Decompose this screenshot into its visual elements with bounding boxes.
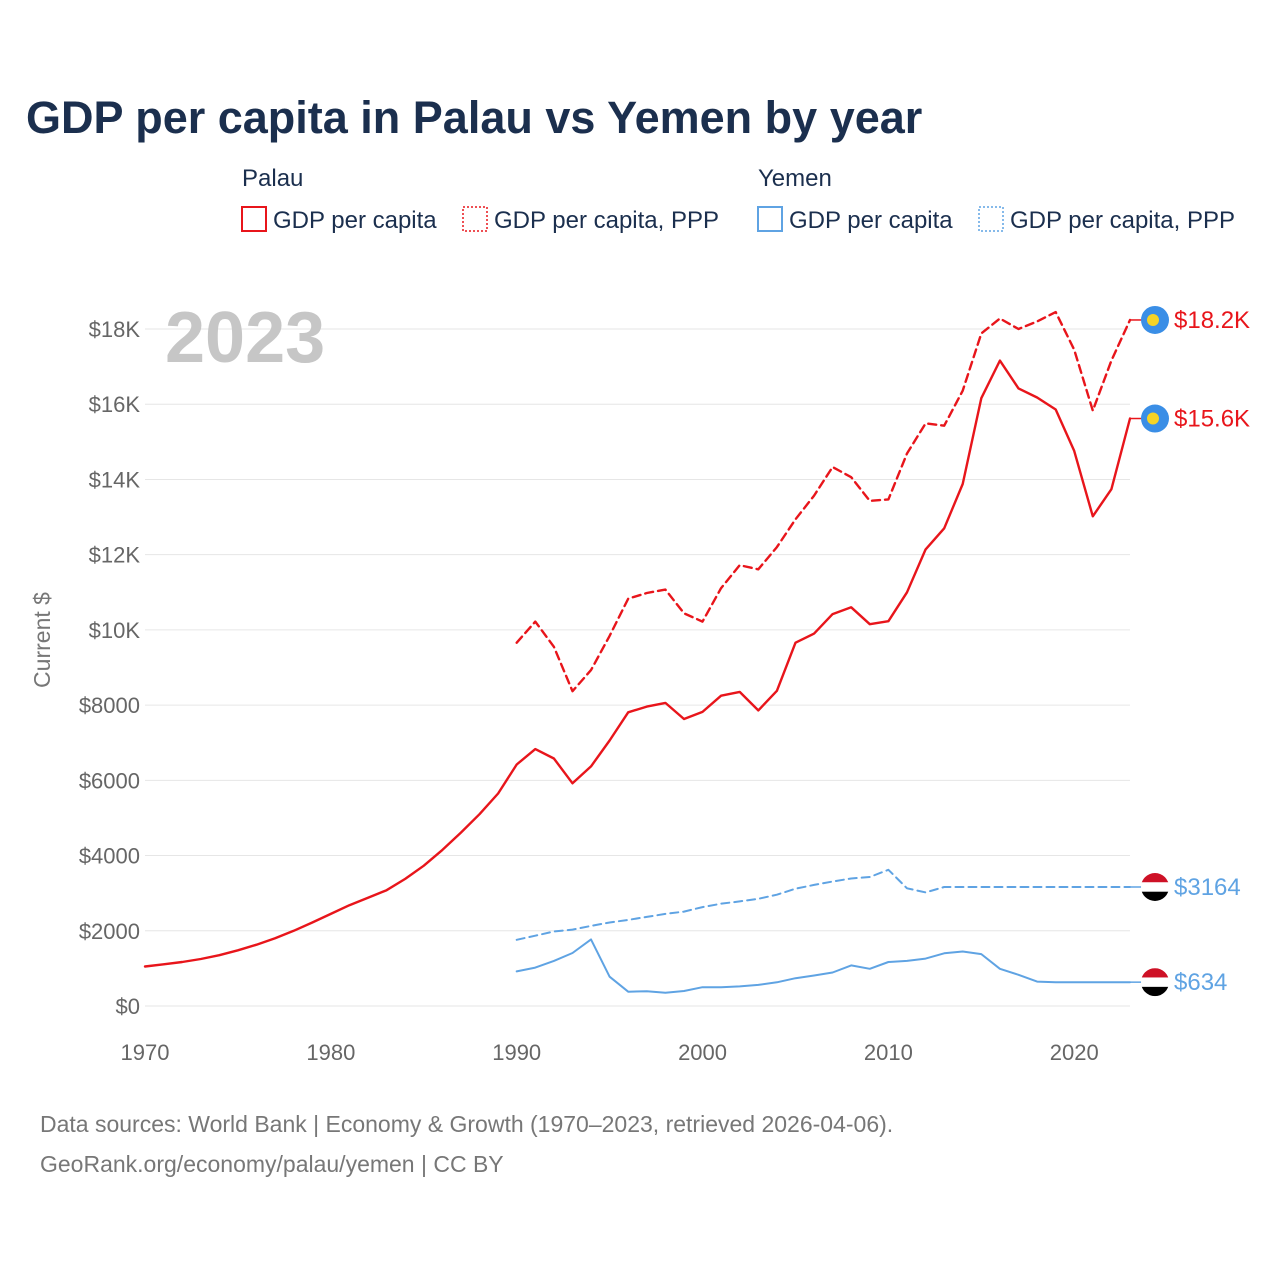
x-tick-label: 2010 bbox=[864, 1040, 913, 1065]
end-markers: $15.6K $18.2K $634 $3164 bbox=[1130, 305, 1250, 997]
palau-flag-icon bbox=[1141, 305, 1169, 334]
series-line[interactable] bbox=[515, 310, 1132, 693]
series-lines bbox=[143, 310, 1132, 994]
series-line[interactable] bbox=[515, 938, 1131, 994]
legend-item-label[interactable]: GDP per capita bbox=[273, 207, 437, 234]
y-tick-label: $14K bbox=[89, 467, 141, 492]
end-value-label: $15.6K bbox=[1174, 406, 1250, 433]
x-tick-label: 1970 bbox=[121, 1040, 170, 1065]
y-tick-label: $18K bbox=[89, 317, 141, 342]
y-axis-label: Current $ bbox=[29, 592, 55, 688]
legend-group-title: Palau bbox=[242, 165, 303, 192]
y-axis-ticks: $0 $2000 $4000 $6000 $8000 $10K $12K $14K $16K $1… bbox=[79, 317, 141, 1019]
end-value-label: $3164 bbox=[1174, 874, 1241, 901]
year-watermark: 2023 bbox=[165, 298, 325, 378]
yemen-flag-icon bbox=[1141, 872, 1169, 901]
x-tick-label: 1980 bbox=[306, 1040, 355, 1065]
legend-item-label[interactable]: GDP per capita, PPP bbox=[1010, 207, 1235, 234]
yemen-flag-icon bbox=[1141, 968, 1169, 997]
x-tick-label: 2000 bbox=[678, 1040, 727, 1065]
series-line[interactable] bbox=[143, 359, 1132, 968]
end-value-label: $634 bbox=[1174, 969, 1227, 996]
y-tick-label: $2000 bbox=[79, 919, 140, 944]
legend-group-title: Yemen bbox=[758, 165, 832, 192]
y-tick-label: $6000 bbox=[79, 768, 140, 793]
legend-swatch[interactable] bbox=[462, 206, 488, 232]
x-axis-ticks: 1970 1980 1990 2000 2010 2020 bbox=[121, 1040, 1099, 1065]
y-tick-label: $8000 bbox=[79, 693, 140, 718]
x-tick-label: 2020 bbox=[1050, 1040, 1099, 1065]
legend-swatch[interactable] bbox=[241, 206, 267, 232]
gridlines bbox=[145, 328, 1130, 1007]
legend-item-label[interactable]: GDP per capita, PPP bbox=[494, 207, 719, 234]
x-tick-label: 1990 bbox=[492, 1040, 541, 1065]
y-tick-label: $10K bbox=[89, 618, 141, 643]
footer-link[interactable]: GeoRank.org/economy/palau/yemen | CC BY bbox=[40, 1151, 504, 1177]
legend-swatch[interactable] bbox=[978, 206, 1004, 232]
y-tick-label: $4000 bbox=[79, 844, 140, 869]
y-tick-label: $12K bbox=[89, 543, 141, 568]
series-line[interactable] bbox=[515, 868, 1131, 941]
legend-item-label[interactable]: GDP per capita bbox=[789, 207, 953, 234]
legend-swatch[interactable] bbox=[757, 206, 783, 232]
y-tick-label: $16K bbox=[89, 392, 141, 417]
legend: Palau GDP per capita GDP per capita, PPP Ye… bbox=[241, 165, 1235, 234]
footer-sources: Data sources: World Bank | Economy & Gro… bbox=[40, 1111, 893, 1137]
palau-flag-icon bbox=[1141, 404, 1169, 433]
chart-title: GDP per capita in Palau vs Yemen by year bbox=[26, 92, 922, 143]
y-tick-label: $0 bbox=[116, 994, 140, 1019]
end-value-label: $18.2K bbox=[1174, 307, 1250, 334]
